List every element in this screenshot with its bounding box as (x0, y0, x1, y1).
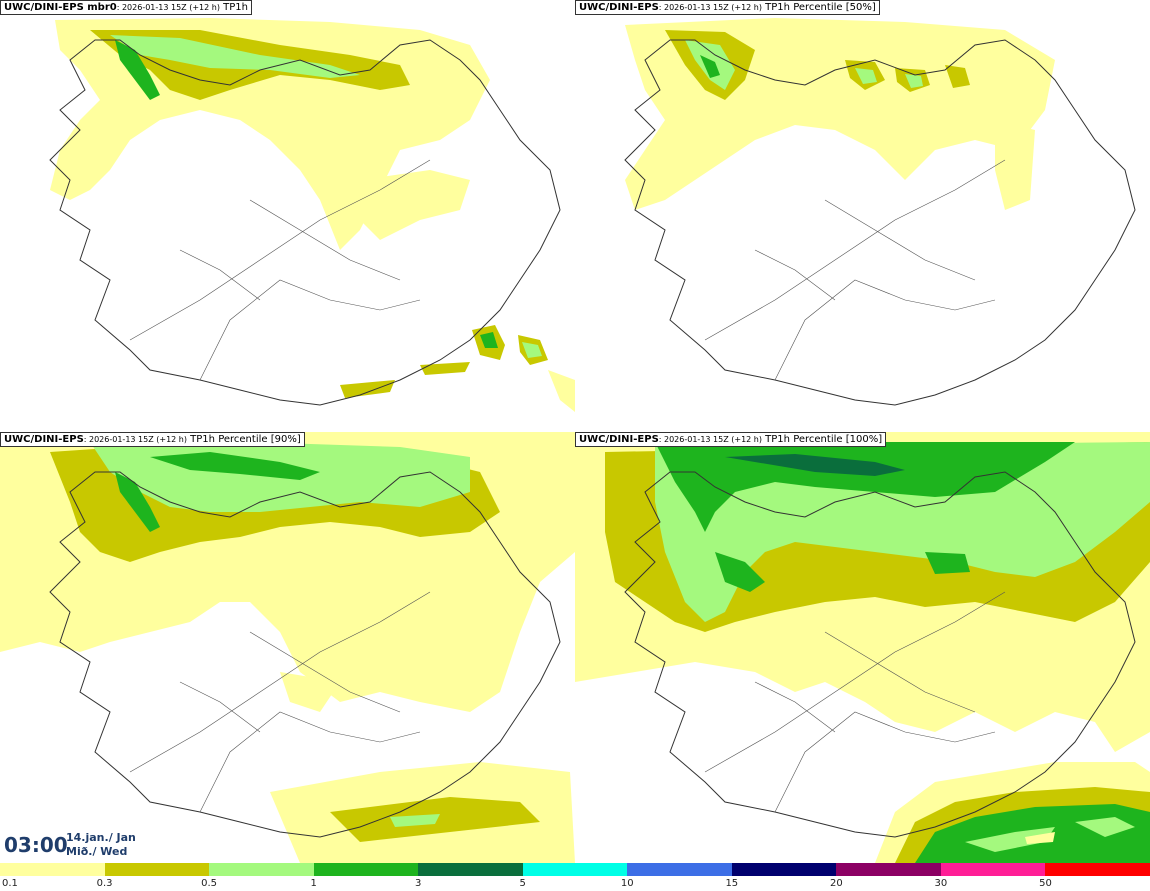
legend-color-bar (0, 863, 1150, 876)
valid-time-box: 03:00 14.jan./ Jan Mið./ Wed (0, 826, 137, 863)
field-name: TP1h Percentile [100%] (765, 434, 883, 445)
legend-label: 0.5 (201, 878, 218, 889)
color-legend: 0.1 0.3 0.5 1 3 5 10 15 20 30 50 (0, 863, 1150, 891)
legend-label: 10 (620, 878, 634, 889)
legend-label: 1 (310, 878, 317, 889)
panel-title: UWC/DINI-EPS: 2026-01-13 15Z (+12 h) TP1… (0, 432, 305, 447)
model-name: UWC/DINI-EPS mbr0 (4, 2, 117, 13)
run-info: : 2026-01-13 15Z (+12 h) (83, 435, 187, 444)
legend-swatch (836, 863, 941, 876)
legend-swatch (1045, 863, 1150, 876)
legend-swatch (731, 863, 837, 876)
field-name: TP1h (223, 2, 248, 13)
run-info: : 2026-01-13 15Z (+12 h) (658, 435, 762, 444)
field-name: TP1h Percentile [90%] (190, 434, 301, 445)
model-name: UWC/DINI-EPS (579, 2, 659, 13)
precip-map (575, 432, 1150, 863)
model-name: UWC/DINI-EPS (579, 434, 659, 445)
legend-label: 50 (1039, 878, 1052, 889)
date-label: 14.jan./ Jan (66, 831, 136, 844)
run-info: : 2026-01-13 15Z (+12 h) (116, 3, 220, 12)
run-info: : 2026-01-13 15Z (+12 h) (658, 3, 762, 12)
precip-map (624, 18, 1136, 406)
valid-date: 14.jan./ Jan Mið./ Wed (66, 831, 136, 859)
legend-swatch (209, 863, 314, 876)
precip-map (0, 432, 575, 863)
legend-swatch (0, 863, 105, 876)
legend-label: 3 (414, 878, 422, 889)
map-panel-p100: UWC/DINI-EPS: 2026-01-13 15Z (+12 h) TP1… (575, 432, 1150, 863)
legend-label: 5 (519, 878, 526, 889)
legend-label: 20 (829, 878, 843, 889)
legend-swatch (627, 863, 732, 876)
map-panel-member0: UWC/DINI-EPS mbr0: 2026-01-13 15Z (+12 h… (0, 0, 575, 431)
legend-swatch (313, 863, 419, 876)
legend-swatch (418, 863, 523, 876)
panel-title: UWC/DINI-EPS: 2026-01-13 15Z (+12 h) TP1… (575, 0, 880, 15)
precip-map (49, 18, 575, 412)
valid-time: 03:00 (4, 833, 68, 857)
legend-swatch (104, 863, 210, 876)
model-name: UWC/DINI-EPS (4, 434, 84, 445)
weekday-label: Mið./ Wed (66, 845, 128, 858)
legend-label: 0.1 (2, 878, 18, 889)
panel-title: UWC/DINI-EPS mbr0: 2026-01-13 15Z (+12 h… (0, 0, 252, 15)
legend-label: 15 (725, 878, 739, 889)
legend-label: 0.3 (96, 878, 113, 889)
panel-title: UWC/DINI-EPS: 2026-01-13 15Z (+12 h) TP1… (575, 432, 887, 447)
legend-swatch (940, 863, 1046, 876)
map-panel-p50: UWC/DINI-EPS: 2026-01-13 15Z (+12 h) TP1… (575, 0, 1150, 431)
map-panel-p90: UWC/DINI-EPS: 2026-01-13 15Z (+12 h) TP1… (0, 432, 575, 863)
legend-label: 30 (934, 878, 948, 889)
field-name: TP1h Percentile [50%] (765, 2, 876, 13)
legend-swatch (522, 863, 628, 876)
